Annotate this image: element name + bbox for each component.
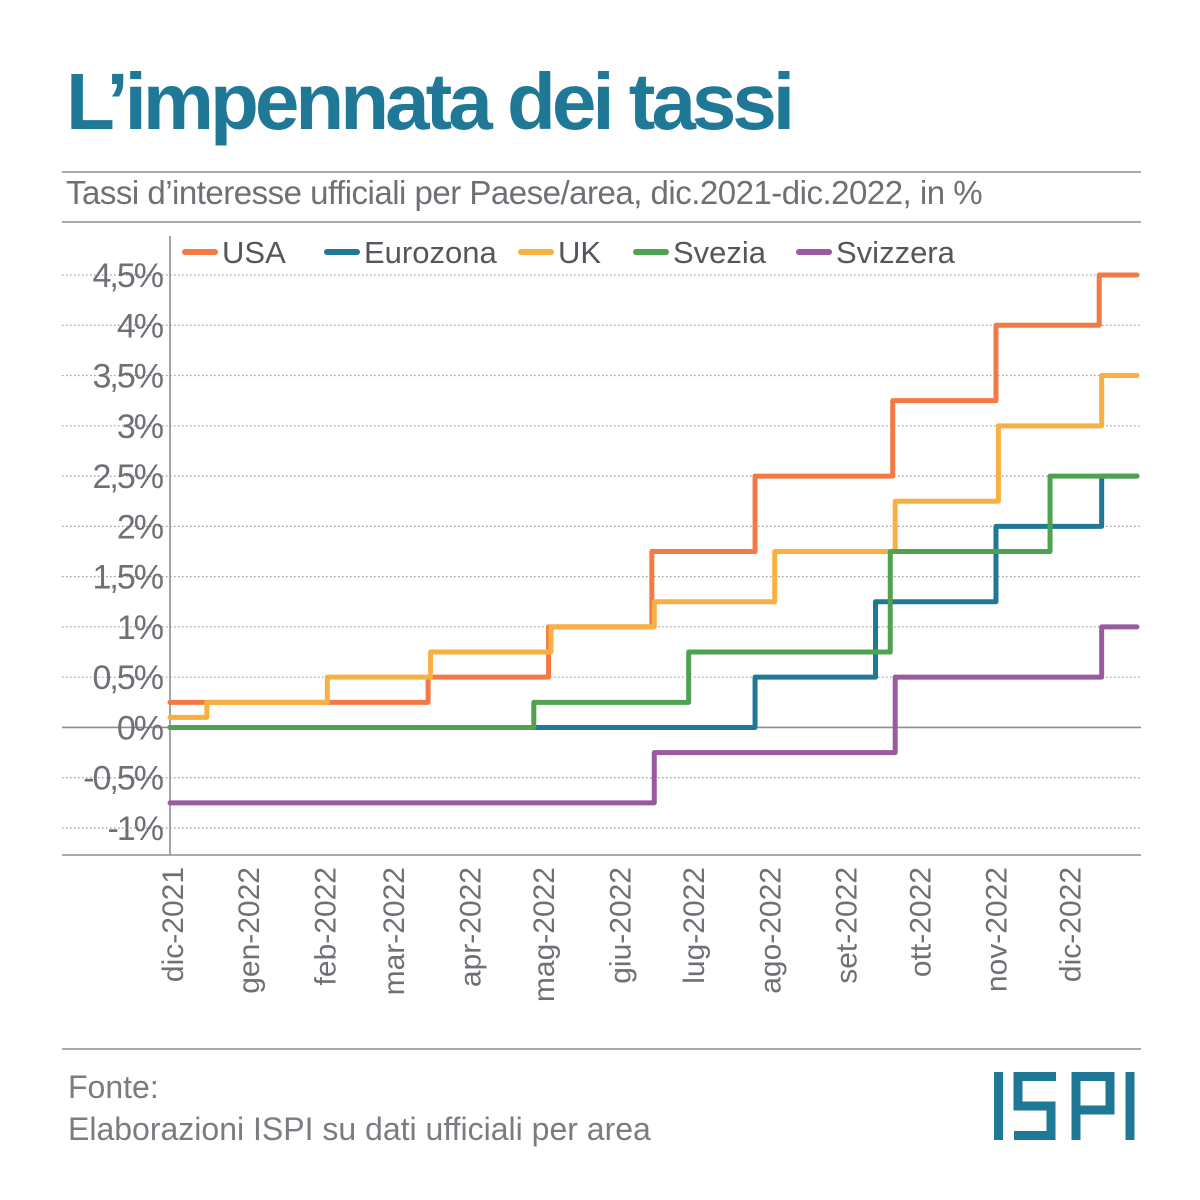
title-divider — [62, 171, 1141, 173]
subtitle-divider — [62, 221, 1141, 223]
y-tick-label: -1% — [108, 810, 164, 848]
logo-stroke — [1013, 1072, 1056, 1140]
series-line-usa — [167, 272, 1140, 705]
y-tick-label: 2% — [117, 508, 164, 546]
legend-label: Svezia — [673, 235, 767, 270]
series-line-uk — [167, 373, 1140, 720]
y-tick-label: 4% — [117, 307, 164, 345]
y-tick-label: 1,5% — [93, 559, 164, 597]
series-layer — [167, 272, 1140, 806]
y-tick-label: 4,5% — [93, 257, 164, 295]
y-tick-label: 3,5% — [93, 358, 164, 396]
source-label: Fonte: — [68, 1069, 159, 1105]
footer-divider — [62, 1048, 1141, 1050]
x-tick-label: dic-2022 — [1054, 867, 1087, 982]
x-tick-label: mag-2022 — [528, 867, 561, 1002]
legend-label: USA — [222, 235, 286, 270]
chart-subtitle: Tassi d’interesse ufficiali per Paese/ar… — [66, 174, 983, 211]
y-tick-label: -0,5% — [83, 760, 164, 798]
legend-label: UK — [558, 235, 601, 270]
logo-stroke — [1071, 1072, 1115, 1140]
legend-label: Eurozona — [364, 235, 497, 270]
x-tick-label: lug-2022 — [678, 867, 711, 984]
legend-label: Svizzera — [836, 235, 956, 270]
x-tick-label: mar-2022 — [378, 867, 411, 995]
x-tick-label: set-2022 — [831, 867, 864, 984]
x-tick-label: giu-2022 — [604, 867, 637, 984]
legend: USA Eurozona UK Svezia Svizzera — [182, 235, 956, 270]
source-text: Elaborazioni ISPI su dati ufficiali per … — [68, 1111, 651, 1147]
x-tick-label: ago-2022 — [754, 867, 787, 994]
series-line-svizzera — [167, 624, 1140, 806]
series-line-eurozona — [167, 473, 1140, 730]
ispi-logo — [994, 1072, 1135, 1140]
x-tick-label: apr-2022 — [454, 867, 487, 987]
y-tick-label: 0% — [117, 709, 164, 747]
chart-title: L’impennata dei tassi — [66, 57, 795, 146]
y-tick-label: 0,5% — [93, 659, 164, 697]
x-tick-label: gen-2022 — [233, 867, 266, 994]
x-tick-label: nov-2022 — [981, 867, 1014, 992]
x-tick-label: feb-2022 — [309, 867, 342, 985]
series-line-svezia — [167, 473, 1140, 730]
y-tick-label: 1% — [117, 609, 164, 647]
y-tick-label: 2,5% — [93, 458, 164, 496]
x-tick-label: ott-2022 — [904, 867, 937, 977]
y-tick-label: 3% — [117, 408, 164, 446]
x-tick-label: dic-2021 — [157, 867, 190, 982]
axis-layer: 4,5% 4% 3,5% 3% 2,5% 2% 1,5% 1% 0,5% 0% -0,5% -1% di… — [62, 236, 1141, 1002]
